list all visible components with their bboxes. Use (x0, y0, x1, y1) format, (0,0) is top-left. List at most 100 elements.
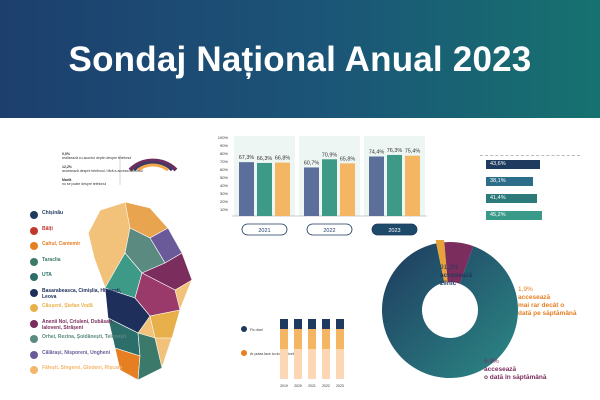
map-legend-label: Călărași, Nisporeni, Ungheni (42, 349, 111, 356)
map-legend-label: Bălți (42, 225, 53, 232)
map-legend-item: Căușeni, Ștefan Vodă (30, 303, 140, 317)
map-legend-label: Anenii Noi, Criuleni, Dubăsari, Ialoveni… (42, 318, 114, 331)
year-pill-label: 2021 (258, 228, 270, 234)
stack-top (308, 319, 316, 329)
map-legend-item: Orhei, Rezina, Șoldănești, Telenești (30, 334, 140, 348)
pie-label-weekly-pct: 6,9% (484, 358, 499, 365)
moldova-map (87, 201, 193, 381)
pie-label-rare-line2: mai rar decât o (518, 302, 565, 309)
horizontal-bar-label: 45,2% (490, 212, 506, 218)
legend-dot-icon (30, 257, 38, 266)
map-legend-item: Cahul, Cantemir (30, 241, 140, 255)
year-pill (241, 223, 288, 236)
map-legend-label: Cahul, Cantemir (42, 241, 81, 247)
gauge-item-2-pct: 12,2% (62, 165, 72, 169)
stack-top (280, 319, 288, 329)
bar (322, 159, 337, 216)
stack-top (294, 319, 302, 329)
map-legend-label: UTA (42, 272, 52, 278)
small-chart-svg: Fix nivel Ar putea face la nivelul nivelu… (241, 319, 344, 388)
gauge-item-1: 0,0% realizează cu acordul deplin despre… (62, 152, 131, 160)
horizontal-bar-label: 43,6% (490, 161, 506, 167)
map-legend: Chișinău Bălți Cahul, Cantemir Taraclia UTA B… (30, 210, 140, 380)
pie-label-rare-line1: accesează (518, 294, 551, 301)
horizontal-bar: 45,2% (486, 211, 542, 220)
bar-value-label: 67,3% (239, 155, 255, 161)
year-pill (371, 223, 418, 236)
small-column-label: 2023 (336, 384, 344, 388)
bar (340, 163, 355, 216)
bar (257, 162, 272, 216)
map-legend-item: Basarabeasca, Cimișlia, Hîncești, Leova (30, 288, 140, 302)
legend-dot-icon (30, 242, 38, 250)
bar (369, 156, 384, 216)
map-legend-item: Taraclia (30, 257, 140, 271)
stack-top (322, 319, 330, 329)
map-legend-item: Chișinău (30, 210, 140, 224)
small-column-label: 2021 (308, 384, 316, 388)
legend-dot-icon (30, 226, 38, 235)
map-legend-label: Căușeni, Ștefan Vodă (42, 303, 93, 309)
small-legend-label: Ar putea face la nivelul nivelurii (250, 352, 298, 356)
bar (275, 162, 290, 216)
pie-label-weekly: 6,9% accesează o dată în săptămână (484, 358, 547, 382)
legend-dot-icon (30, 366, 38, 374)
stack-mid (280, 329, 288, 349)
horizontal-bar: 38,1% (486, 177, 533, 186)
pie-label-daily-line2: zilnic (440, 280, 457, 287)
year-pill-label: 2023 (388, 228, 400, 234)
stack-bottom (308, 349, 316, 379)
stack-mid (336, 329, 344, 349)
gauge-item-3-pct: Marfă (62, 178, 72, 182)
stack-mid (308, 329, 316, 349)
stack-bottom (336, 349, 344, 379)
gauge-item-1-pct: 0,0% (62, 152, 70, 156)
bar (405, 155, 420, 216)
map-legend-item: Fălești, Sîngerei, Glodeni, Rîșcani (30, 365, 140, 379)
small-column-label: 2019 (280, 384, 288, 388)
y-tick-label: 20% (220, 199, 228, 204)
y-tick-label: 90% (220, 143, 228, 148)
legend-dot-icon (30, 350, 38, 359)
pie-label-daily: 91,2% accesează zilnic (440, 264, 472, 288)
horizontal-bar-label: 38,1% (490, 178, 506, 184)
pie-label-rare-pct: 1,9% (518, 286, 533, 293)
y-tick-label: 10% (220, 207, 228, 212)
page-title: Sondaj Național Anual 2023 (68, 40, 532, 79)
legend-dot-icon (30, 211, 38, 219)
map-legend-item: Călărași, Nisporeni, Ungheni (30, 350, 140, 364)
gauge-block: 0,0% realizează cu acordul deplin despre… (60, 130, 190, 190)
y-tick-label: 100% (218, 135, 229, 140)
bar-value-label: 76,3% (387, 148, 403, 154)
legend-dot-icon (30, 288, 38, 297)
bar-value-label: 60,7% (304, 160, 320, 166)
small-legend-dot-icon (241, 350, 247, 356)
bar-value-label: 75,4% (405, 149, 421, 155)
pie-label-daily-pct: 91,2% (440, 264, 459, 271)
horizontal-bar-chart: 43,6% 38,1% 41,4% 45,2% (480, 150, 580, 230)
pie-label-weekly-line2: o dată în săptămână (484, 374, 547, 381)
gauge-chart (119, 155, 178, 185)
donut-slice (382, 243, 518, 378)
y-tick-label: 30% (220, 191, 228, 196)
map-legend-item: UTA (30, 272, 140, 286)
bar-value-label: 74,4% (369, 149, 385, 155)
donut-chart (382, 240, 518, 378)
map-legend-label: Fălești, Sîngerei, Glodeni, Rîșcani (42, 365, 123, 371)
bar (387, 154, 402, 216)
small-column-label: 2020 (294, 384, 302, 388)
stack-mid (322, 329, 330, 349)
y-tick-label: 40% (220, 183, 228, 188)
map-legend-label: Basarabeasca, Cimișlia, Hîncești, Leova (42, 287, 122, 300)
y-tick-label: 60% (220, 167, 228, 172)
small-column-label: 2022 (322, 384, 330, 388)
bar-value-label: 66,3% (257, 156, 273, 162)
stack-mid (294, 329, 302, 349)
bar-value-label: 70,9% (322, 152, 338, 158)
gauge-item-3-text: nu se poate despre telefonul (62, 182, 107, 186)
pie-label-weekly-line1: accesează (484, 366, 517, 373)
gauge-item-1-text: realizează cu acordul deplin despre tele… (62, 156, 132, 160)
map-legend-label: Taraclia (42, 256, 61, 263)
stack-bottom (322, 349, 330, 379)
y-tick-label: 80% (220, 151, 228, 156)
